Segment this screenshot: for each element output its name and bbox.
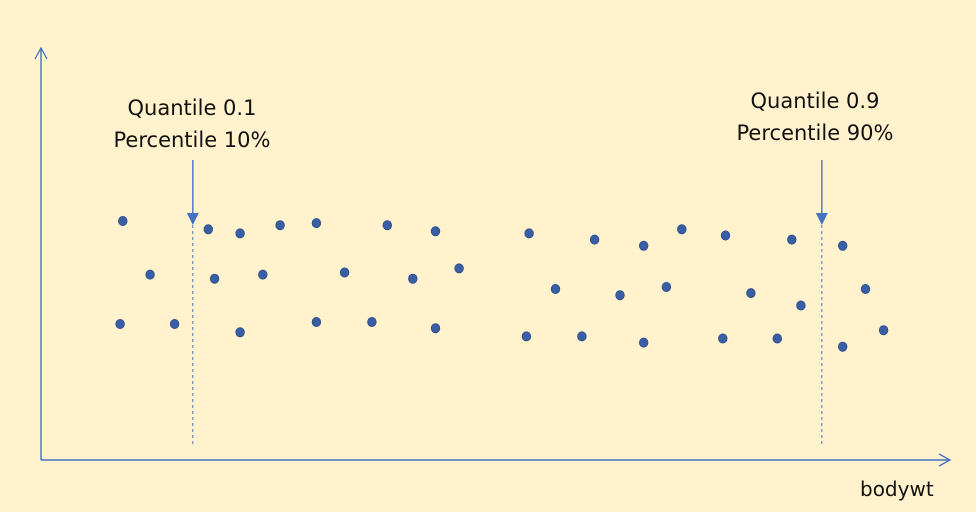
data-point: [430, 323, 441, 334]
data-point: [454, 263, 464, 274]
data-point: [203, 224, 214, 235]
data-point: [311, 316, 322, 327]
data-point: [169, 318, 180, 329]
data-point: [639, 337, 649, 348]
data-point: [382, 220, 393, 231]
data-point: [746, 288, 756, 299]
data-point: [838, 341, 848, 352]
data-point: [235, 228, 245, 239]
data-point: [796, 300, 806, 311]
data-point: [115, 318, 125, 329]
data-point: [838, 240, 848, 251]
data-point: [339, 267, 350, 278]
data-point: [787, 234, 797, 245]
data-point: [209, 273, 220, 284]
data-point: [550, 283, 561, 294]
data-point: [860, 283, 871, 294]
data-point: [718, 333, 728, 344]
data-point: [878, 325, 889, 336]
data-point: [589, 234, 600, 245]
data-point: [118, 215, 128, 226]
data-point: [235, 327, 245, 338]
high-quantile-label: Quantile 0.9 Percentile 90%: [715, 85, 915, 149]
low-quantile-text: Quantile 0.1: [127, 96, 257, 120]
data-point: [521, 331, 532, 342]
data-point: [661, 281, 672, 292]
data-point: [720, 230, 731, 241]
data-point: [311, 218, 322, 229]
data-point: [615, 290, 625, 301]
high-quantile-text: Quantile 0.9: [750, 89, 880, 113]
data-point: [430, 226, 441, 237]
data-point: [275, 220, 285, 231]
data-point: [577, 331, 587, 342]
percentile-arrowhead-2: [815, 213, 828, 225]
data-point: [524, 228, 534, 239]
data-point: [408, 273, 418, 284]
low-percentile-text: Percentile 10%: [113, 128, 271, 152]
data-point: [367, 316, 377, 327]
data-point: [772, 333, 783, 344]
data-point: [145, 269, 155, 280]
data-point: [258, 269, 268, 280]
percentile-arrowhead-1: [186, 213, 199, 225]
high-percentile-text: Percentile 90%: [736, 121, 894, 145]
x-axis-label: bodywt: [860, 477, 934, 501]
data-point: [677, 224, 687, 235]
low-quantile-label: Quantile 0.1 Percentile 10%: [92, 92, 292, 156]
data-point: [639, 240, 649, 251]
